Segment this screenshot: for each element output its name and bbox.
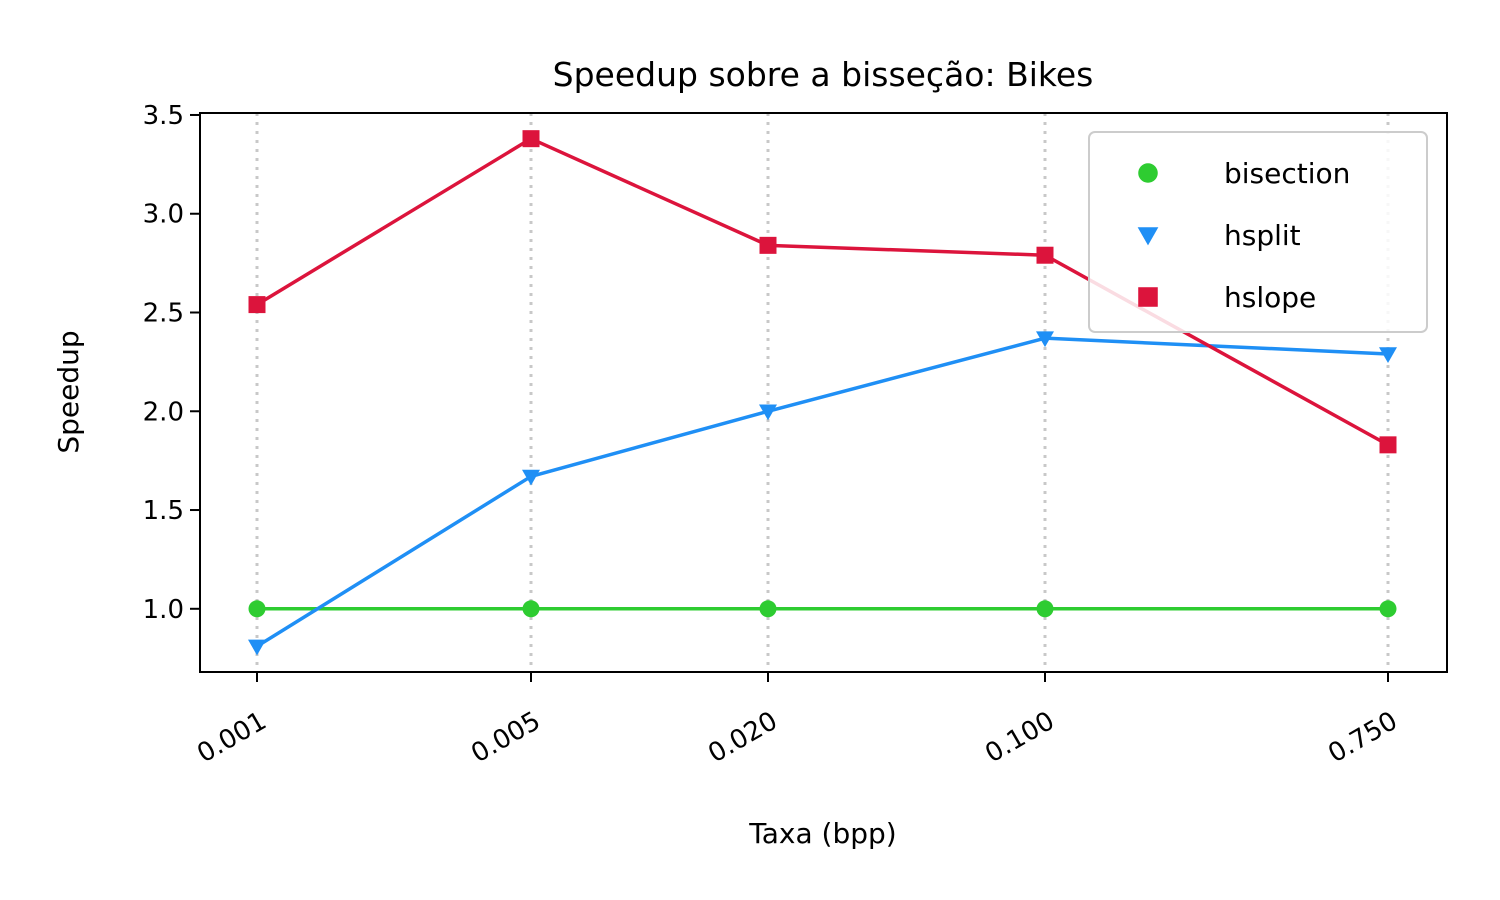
legend-label-hsplit: hsplit xyxy=(1224,219,1301,252)
y-tick-label-3: 2.0 xyxy=(143,397,184,427)
y-tick-label-5: 3.0 xyxy=(143,200,184,230)
y-axis-label: Speedup xyxy=(52,330,85,453)
legend-box xyxy=(1088,131,1428,333)
bisection-point-4 xyxy=(1036,600,1054,618)
legend-marker-hsplit xyxy=(1137,227,1159,246)
bisection-point-5 xyxy=(1379,600,1397,618)
bisection-point-2 xyxy=(522,600,540,618)
legend-marker-hslope xyxy=(1138,287,1158,307)
legend-label-bisection: bisection xyxy=(1224,157,1350,190)
data-series xyxy=(248,130,1397,656)
y-tick-label-6: 3.5 xyxy=(143,101,184,131)
hslope-point-4 xyxy=(1036,246,1054,264)
grid-lines xyxy=(255,113,1390,672)
hslope-point-3 xyxy=(759,236,777,254)
hsplit-point-5 xyxy=(1379,347,1397,363)
hslope-point-5 xyxy=(1379,436,1397,454)
legend-label-hslope: hslope xyxy=(1224,281,1316,314)
series-bisection xyxy=(248,600,1397,618)
plot-area-frame xyxy=(199,112,1448,673)
legend-marker-bisection xyxy=(1138,163,1158,183)
hslope-point-2 xyxy=(522,130,540,148)
hsplit-point-4 xyxy=(1036,331,1054,348)
x-axis-label: Taxa (bpp) xyxy=(748,817,896,850)
legend: bisection hsplit hslope xyxy=(1088,131,1428,333)
bisection-point-1 xyxy=(248,600,266,618)
bisection-point-3 xyxy=(759,600,777,618)
y-axis: 1.0 1.5 2.0 2.5 3.0 3.5 xyxy=(143,101,200,625)
hsplit-point-3 xyxy=(759,404,777,421)
chart-title: Speedup sobre a bisseção: Bikes xyxy=(553,55,1094,94)
y-tick-label-1: 1.0 xyxy=(143,595,184,625)
hsplit-point-1 xyxy=(248,639,266,656)
y-tick-label-2: 1.5 xyxy=(143,496,184,526)
hslope-point-1 xyxy=(248,296,266,314)
y-tick-label-4: 2.5 xyxy=(143,299,184,329)
hsplit-point-2 xyxy=(522,469,540,486)
series-hsplit xyxy=(248,331,1397,656)
